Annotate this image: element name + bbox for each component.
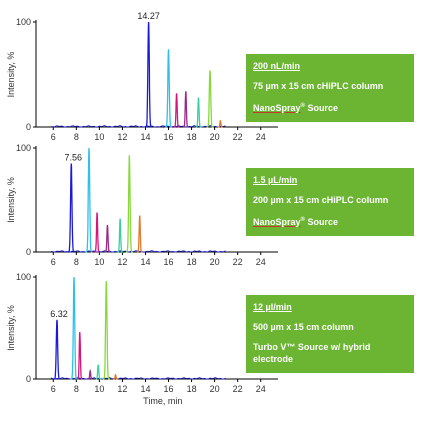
peak-1-7 [218,119,223,128]
y-axis-label-3: Intensity, % [6,305,16,351]
peak-1-5 [195,97,202,128]
x-tick-label: 12 [117,384,127,394]
peak-3-5 [95,364,101,380]
x-tick-label: 22 [233,132,243,142]
x-tick-label: 24 [256,257,266,267]
x-tick-label: 20 [210,132,220,142]
x-tick-label: 24 [256,132,266,142]
peak-2-6 [125,155,133,253]
y-axis-label-1: Intensity, % [6,52,16,98]
x-tick-label: 16 [164,132,174,142]
peak-label-2: 7.56 [64,153,82,163]
x-tick-label: 18 [187,132,197,142]
column-1: 75 µm x 15 cm cHiPLC column [253,81,384,91]
x-tick-label: 16 [164,257,174,267]
x-tick-label: 6 [51,384,56,394]
baseline-trace [50,377,226,380]
flow-rate-2: 1.5 µL/min [253,175,298,185]
source-suffix-1: Source [304,103,338,113]
flow-rate-3: 12 µl/min [253,302,292,312]
peak-2-5 [117,218,123,253]
x-tick-label: 12 [117,257,127,267]
peak-1-1 [145,21,152,128]
x-tick-label: 8 [74,384,79,394]
reg-mark-2: ® [300,217,305,223]
x-tick-label: 20 [210,384,220,394]
y-axis-label-2: Intensity, % [6,177,16,223]
peak-1-4 [183,91,189,128]
y-tick-label: 100 [16,272,31,282]
x-tick-label: 18 [187,384,197,394]
y-tick-label: 0 [26,122,31,132]
x-tick-label: 16 [164,384,174,394]
x-tick-label: 12 [117,132,127,142]
x-axis-label: Time, min [143,396,182,406]
peak-3-3 [77,332,83,380]
peak-1-2 [165,49,172,128]
x-tick-label: 22 [233,257,243,267]
x-tick-label: 10 [94,257,104,267]
x-tick-label: 22 [233,384,243,394]
peak-3-6 [102,281,110,380]
peak-2-4 [104,224,111,253]
source-3: Turbo V™ Source w/ hybrid electrode [253,342,371,364]
peak-label-3: 6.32 [50,309,68,319]
info-box-3: 12 µl/min 500 µm x 15 cm column Turbo V™… [246,295,414,373]
x-tick-label: 6 [51,257,56,267]
x-tick-label: 8 [74,257,79,267]
peak-3-1 [53,319,61,380]
x-tick-label: 14 [140,384,150,394]
info-box-1: 200 nL/min 75 µm x 15 cm cHiPLC column N… [246,54,414,122]
peak-2-7 [136,215,143,253]
x-tick-label: 10 [94,384,104,394]
peak-3-4 [87,368,93,380]
flow-rate-1: 200 nL/min [253,61,301,71]
x-tick-label: 24 [256,384,266,394]
reg-mark-1: ® [300,103,305,109]
x-tick-label: 18 [187,257,197,267]
peak-2-2 [85,147,93,253]
x-tick-label: 14 [140,132,150,142]
x-tick-label: 14 [140,257,150,267]
column-3: 500 µm x 15 cm column [253,322,354,332]
source-2: NanoSpray [253,217,301,227]
column-2: 200 µm x 15 cm cHiPLC column [253,195,389,205]
x-tick-label: 10 [94,132,104,142]
y-tick-label: 0 [26,374,31,384]
peak-label-1: 14.27 [137,11,160,21]
source-suffix-2: Source [304,217,338,227]
source-1: NanoSpray [253,103,301,113]
peak-1-6 [206,70,214,128]
y-tick-label: 100 [16,143,31,153]
peak-1-3 [173,93,180,128]
x-tick-label: 8 [74,132,79,142]
x-tick-label: 20 [210,257,220,267]
peak-2-3 [94,212,100,253]
y-tick-label: 0 [26,247,31,257]
y-tick-label: 100 [16,17,31,27]
peak-3-2 [70,276,78,380]
info-box-2: 1.5 µL/min 200 µm x 15 cm cHiPLC column … [246,168,414,236]
peak-3-7 [113,373,118,380]
peak-2-1 [67,163,75,253]
x-tick-label: 6 [51,132,56,142]
